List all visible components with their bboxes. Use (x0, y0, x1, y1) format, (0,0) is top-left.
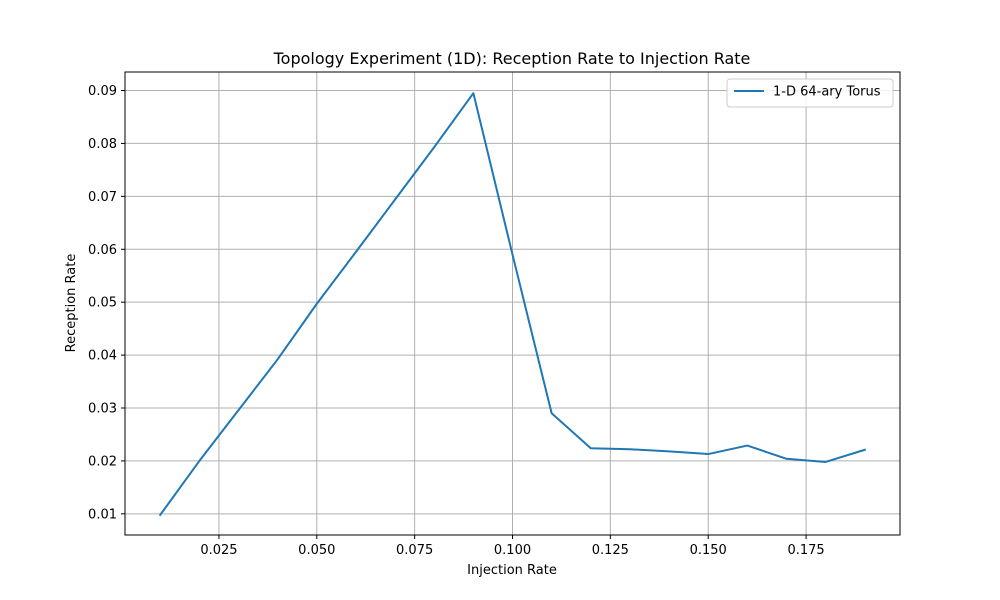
x-axis: 0.025 0.050 0.075 0.100 0.125 0.150 0.175 (200, 535, 825, 558)
x-tick-label: 0.125 (592, 543, 629, 558)
chart-title: Topology Experiment (1D): Reception Rate… (273, 49, 751, 68)
y-axis: 0.01 0.02 0.03 0.04 0.05 0.06 0.07 0.08 0.09 (88, 84, 125, 522)
y-tick-label: 0.06 (88, 243, 117, 258)
y-tick-label: 0.03 (88, 402, 117, 417)
x-tick-label: 0.175 (787, 543, 824, 558)
series-layer (158, 92, 867, 517)
y-tick-label: 0.04 (88, 349, 117, 364)
x-tick-label: 0.025 (200, 543, 237, 558)
y-tick-label: 0.09 (88, 84, 117, 99)
series-line-1-d-64-ary-torus (158, 92, 867, 517)
y-tick-label: 0.05 (88, 296, 117, 311)
x-tick-label: 0.100 (494, 543, 531, 558)
legend: 1-D 64-ary Torus (726, 78, 894, 108)
y-axis-label: Reception Rate (64, 254, 79, 353)
x-tick-label: 0.150 (690, 543, 727, 558)
x-tick-label: 0.050 (298, 543, 335, 558)
y-tick-label: 0.07 (88, 190, 117, 205)
y-tick-label: 0.01 (88, 507, 117, 522)
x-tick-label: 0.075 (396, 543, 433, 558)
x-axis-label: Injection Rate (467, 563, 557, 578)
y-tick-label: 0.08 (88, 137, 117, 152)
grid-layer (125, 72, 900, 535)
y-tick-label: 0.02 (88, 454, 117, 469)
legend-box (726, 78, 894, 108)
legend-label-1-d-64-ary-torus: 1-D 64-ary Torus (773, 85, 881, 100)
